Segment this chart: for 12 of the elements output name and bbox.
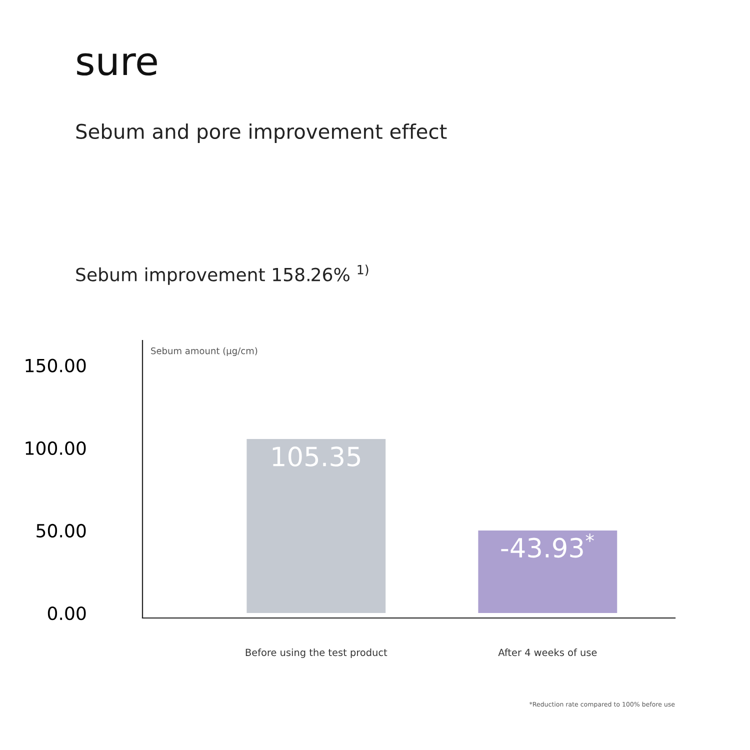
x-tick-label: After 4 weeks of use [498, 648, 597, 656]
x-tick-label: Before using the test product [246, 648, 388, 658]
y-tick-label: 50.00 [36, 524, 86, 538]
chart-subtitle: Sebum improvement 158.26% $^{1)}$ [76, 264, 368, 285]
y-tick-label: 100.00 [26, 441, 86, 455]
chart-title: Sebum and pore improvement effect [76, 123, 447, 143]
y-axis-title: Sebum amount (µg/cm) [151, 347, 258, 356]
y-tick-label: 0.00 [48, 606, 86, 620]
annotation: -43.93$^{*}$ [501, 534, 594, 558]
text: sure [77, 53, 157, 76]
data-label: 105.35 [272, 446, 360, 467]
y-tick-label: 150.00 [26, 358, 86, 372]
